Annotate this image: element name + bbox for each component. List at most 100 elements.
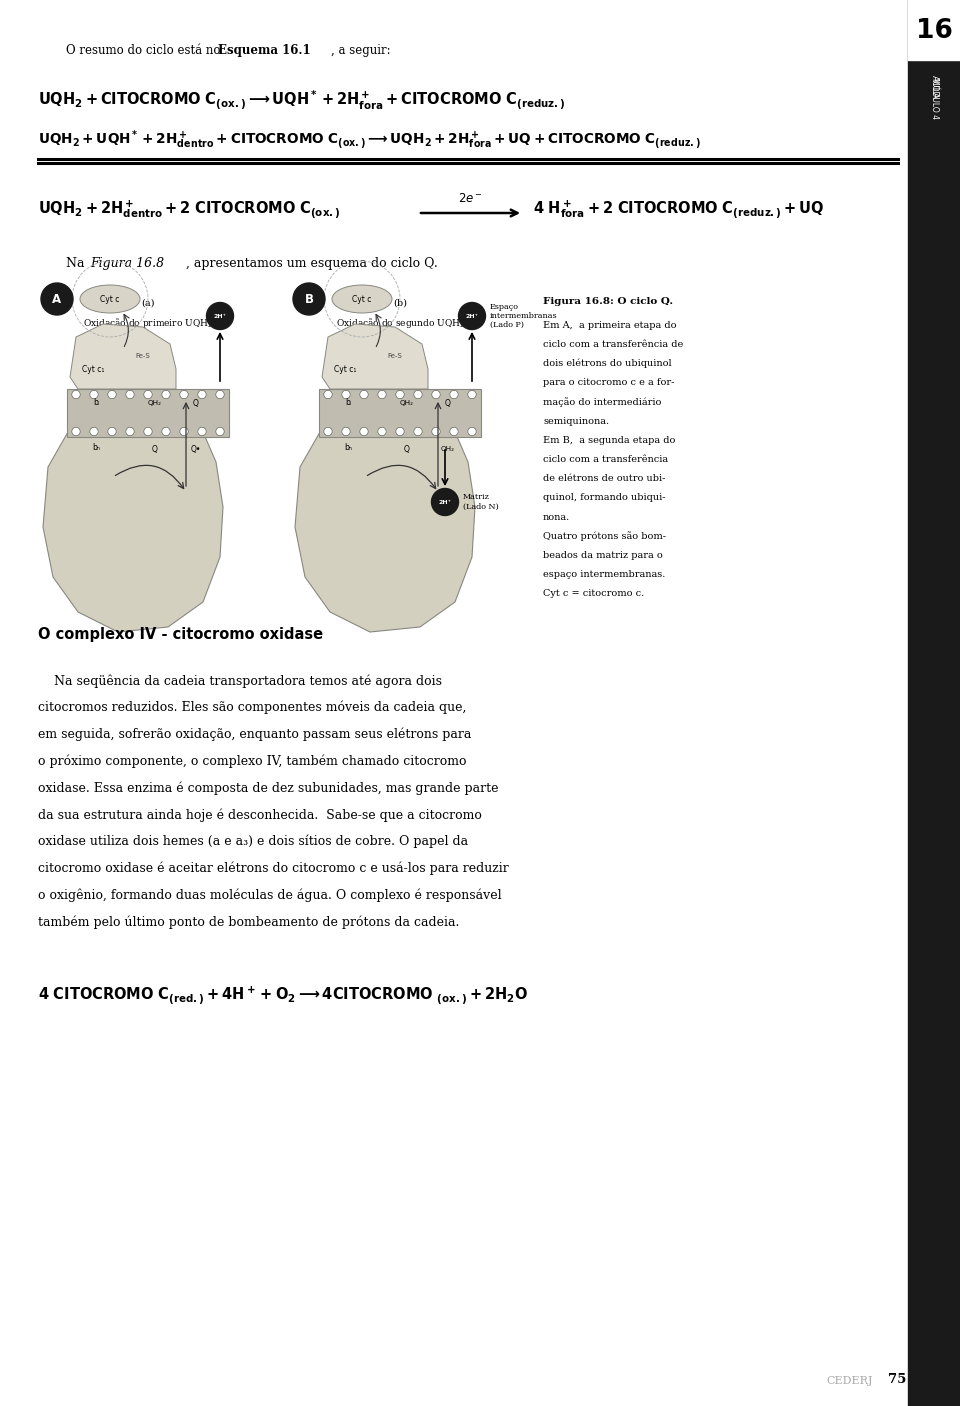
Circle shape — [293, 283, 325, 315]
Polygon shape — [43, 432, 223, 633]
Text: ciclo com a transferência de: ciclo com a transferência de — [543, 340, 684, 349]
Circle shape — [459, 302, 486, 329]
Text: o oxigênio, formando duas moléculas de água. O complexo é responsável: o oxigênio, formando duas moléculas de á… — [38, 889, 502, 901]
Text: QH₂: QH₂ — [400, 399, 414, 406]
Text: também pelo último ponto de bombeamento de prótons da cadeia.: também pelo último ponto de bombeamento … — [38, 915, 460, 929]
Text: Q: Q — [152, 444, 158, 454]
Text: 75: 75 — [888, 1374, 906, 1386]
Text: Oxidação do segundo UQH$_2$: Oxidação do segundo UQH$_2$ — [336, 316, 465, 330]
Circle shape — [216, 427, 225, 436]
Text: Fe-S: Fe-S — [388, 353, 402, 359]
Text: bₗ: bₗ — [345, 398, 351, 406]
Text: Cyt c = citocromo c.: Cyt c = citocromo c. — [543, 589, 644, 599]
Text: A: A — [53, 292, 61, 305]
Text: oxidase utiliza dois hemes (a e a₃) e dois sítios de cobre. O papel da: oxidase utiliza dois hemes (a e a₃) e do… — [38, 835, 468, 848]
Text: Em B,  a segunda etapa do: Em B, a segunda etapa do — [543, 436, 676, 444]
Text: Cyt c: Cyt c — [100, 294, 120, 304]
Polygon shape — [322, 323, 428, 389]
Circle shape — [342, 391, 350, 399]
Text: Na: Na — [66, 257, 88, 270]
Circle shape — [378, 427, 386, 436]
Circle shape — [206, 302, 233, 329]
Text: o próximo componente, o complexo IV, também chamado citocromo: o próximo componente, o complexo IV, tam… — [38, 755, 467, 768]
Circle shape — [108, 427, 116, 436]
Text: semiquinona.: semiquinona. — [543, 416, 610, 426]
Circle shape — [432, 427, 441, 436]
Text: Matriz
(Lado N): Matriz (Lado N) — [463, 494, 499, 510]
Circle shape — [324, 391, 332, 399]
Text: $\mathbf{UQH_2 + CITOCROMO\ C_{(ox.)} \longrightarrow UQH^* + 2H^+_{fora} + CITO: $\mathbf{UQH_2 + CITOCROMO\ C_{(ox.)} \l… — [38, 89, 565, 111]
Text: (b): (b) — [393, 299, 407, 308]
Text: $\mathbf{4\ CITOCROMO\ C_{(red.)} + 4H^+ + O_2 \longrightarrow 4CITOCROMO\ _{(ox: $\mathbf{4\ CITOCROMO\ C_{(red.)} + 4H^+… — [38, 984, 528, 1007]
Text: CEDERJ: CEDERJ — [826, 1376, 873, 1386]
Polygon shape — [70, 323, 176, 389]
Bar — [908, 0, 960, 60]
Text: $\mathbf{UQH_2 + 2H^+_{dentro}+ 2\ CITOCROMO\ C_{(ox.)}}$: $\mathbf{UQH_2 + 2H^+_{dentro}+ 2\ CITOC… — [38, 200, 341, 221]
Text: O complexo IV - citocromo oxidase: O complexo IV - citocromo oxidase — [38, 627, 324, 643]
Text: QH₂: QH₂ — [441, 446, 455, 451]
Text: 16: 16 — [916, 18, 952, 44]
Text: Quatro prótons são bom-: Quatro prótons são bom- — [543, 531, 666, 541]
Circle shape — [432, 391, 441, 399]
Text: Cyt c: Cyt c — [352, 294, 372, 304]
Circle shape — [360, 391, 369, 399]
Text: citocromos reduzidos. Eles são componentes móveis da cadeia que,: citocromos reduzidos. Eles são component… — [38, 700, 467, 714]
Circle shape — [162, 391, 170, 399]
Text: beados da matriz para o: beados da matriz para o — [543, 551, 662, 560]
Circle shape — [396, 427, 404, 436]
Text: ciclo com a transferência: ciclo com a transferência — [543, 456, 668, 464]
Text: oxidase. Essa enzima é composta de dez subunidades, mas grande parte: oxidase. Essa enzima é composta de dez s… — [38, 782, 498, 794]
Text: bₗ: bₗ — [93, 398, 99, 406]
Circle shape — [180, 427, 188, 436]
Circle shape — [468, 427, 476, 436]
Circle shape — [342, 427, 350, 436]
Circle shape — [360, 427, 369, 436]
Text: Cyt c₁: Cyt c₁ — [82, 364, 105, 374]
Text: espaço intermembranas.: espaço intermembranas. — [543, 569, 665, 579]
Text: MÓDULO 4: MÓDULO 4 — [929, 77, 939, 118]
Circle shape — [198, 427, 206, 436]
Bar — [67, 389, 229, 437]
Ellipse shape — [332, 285, 392, 314]
Text: Esquema 16.1: Esquema 16.1 — [218, 44, 311, 58]
Text: citocromo oxidase é aceitar elétrons do citocromo c e usá-los para reduzir: citocromo oxidase é aceitar elétrons do … — [38, 862, 509, 875]
Text: de elétrons de outro ubi-: de elétrons de outro ubi- — [543, 474, 665, 484]
Text: Cyt c₁: Cyt c₁ — [334, 364, 356, 374]
Text: $\mathbf{UQH_2 + UQH^* + 2H^+_{dentro}+ CITOCROMO\ C_{(ox.)} \longrightarrow UQH: $\mathbf{UQH_2 + UQH^* + 2H^+_{dentro}+ … — [38, 129, 701, 152]
Text: $2e^-$: $2e^-$ — [458, 193, 483, 205]
Text: $\mathbf{4\ H^+_{fora} + 2\ CITOCROMO\ C_{(reduz.)} + UQ}$: $\mathbf{4\ H^+_{fora} + 2\ CITOCROMO\ C… — [533, 200, 825, 221]
Text: , apresentamos um esquema do ciclo Q.: , apresentamos um esquema do ciclo Q. — [186, 257, 438, 270]
Circle shape — [90, 391, 98, 399]
Text: dois elétrons do ubiquinol: dois elétrons do ubiquinol — [543, 359, 672, 368]
Circle shape — [180, 391, 188, 399]
Text: quinol, formando ubiqui-: quinol, formando ubiqui- — [543, 494, 665, 502]
Text: Fe-S: Fe-S — [135, 353, 151, 359]
Circle shape — [450, 391, 458, 399]
Text: Q: Q — [193, 398, 199, 408]
Text: Oxidação do primeiro UQH$_2$: Oxidação do primeiro UQH$_2$ — [84, 316, 213, 330]
Circle shape — [72, 427, 81, 436]
Circle shape — [108, 391, 116, 399]
Text: AULA: AULA — [929, 75, 939, 98]
Circle shape — [324, 427, 332, 436]
Text: mação do intermediário: mação do intermediário — [543, 398, 661, 408]
Text: bₕ: bₕ — [92, 443, 100, 451]
Circle shape — [72, 391, 81, 399]
Text: (a): (a) — [141, 299, 155, 308]
Circle shape — [162, 427, 170, 436]
Bar — [319, 389, 481, 437]
Text: Na seqüência da cadeia transportadora temos até agora dois: Na seqüência da cadeia transportadora te… — [38, 673, 442, 688]
Circle shape — [144, 391, 153, 399]
Circle shape — [431, 488, 459, 516]
Text: Q: Q — [445, 398, 451, 408]
Text: para o citocromo c e a for-: para o citocromo c e a for- — [543, 378, 674, 387]
Circle shape — [450, 427, 458, 436]
Text: B: B — [304, 292, 314, 305]
Text: nona.: nona. — [543, 513, 570, 522]
Circle shape — [90, 427, 98, 436]
Text: 2H⁺: 2H⁺ — [439, 499, 451, 505]
Text: Q: Q — [404, 444, 410, 454]
Text: 2H⁺: 2H⁺ — [466, 314, 478, 319]
Circle shape — [414, 391, 422, 399]
Text: QH₂: QH₂ — [148, 399, 162, 406]
